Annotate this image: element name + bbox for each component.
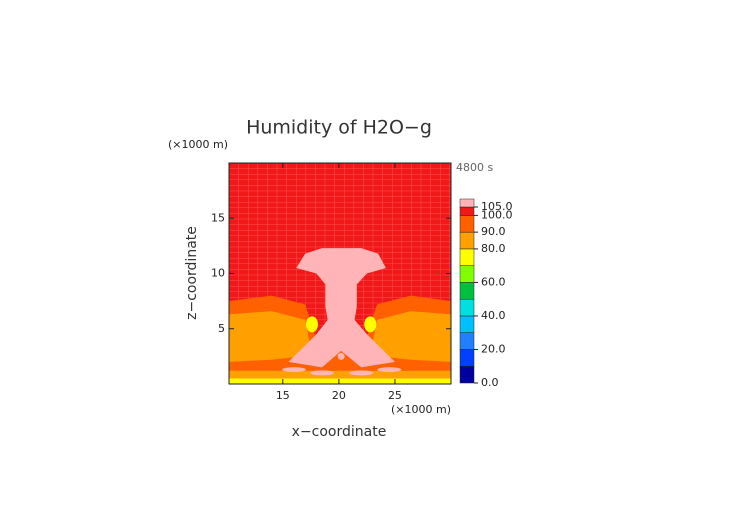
colorbar-band	[459, 365, 475, 384]
x-unit: (×1000 m)	[391, 403, 451, 416]
colorbar-band	[459, 349, 475, 367]
colorbar-tick-label: 90.0	[481, 225, 506, 238]
contour-region	[370, 311, 451, 362]
colorbar-band	[459, 198, 475, 208]
colorbar-band	[459, 215, 475, 233]
y-tick-label: 10	[211, 267, 225, 280]
contour-region	[229, 370, 451, 379]
y-tick-label: 15	[211, 211, 225, 224]
y-axis-label: z−coordinate	[184, 226, 200, 320]
time-label: 4800 s	[456, 161, 493, 174]
colorbar-tick-label: 105.0	[481, 200, 513, 213]
colorbar-band	[459, 298, 475, 317]
chart-title: Humidity of H2O−g	[246, 117, 432, 139]
x-axis-label: x−coordinate	[292, 424, 387, 440]
colorbar-tick-label: 100.0	[481, 208, 513, 221]
colorbar-band	[459, 206, 475, 216]
colorbar-tick-label: 0.0	[481, 376, 499, 389]
colorbar-band	[459, 248, 475, 266]
colorbar-tick-label: 40.0	[481, 309, 506, 322]
colorbar-band	[459, 282, 475, 300]
colorbar-band	[459, 265, 475, 283]
contour-region	[229, 311, 312, 362]
contour-region	[282, 367, 307, 373]
colorbar-tick-label: 80.0	[481, 242, 506, 255]
contour-region	[229, 378, 451, 384]
contour-region	[377, 367, 402, 373]
contour-region	[337, 352, 345, 360]
colorbar-band	[459, 332, 475, 350]
x-tick-label: 20	[332, 389, 346, 402]
contour-region	[364, 316, 377, 333]
contour-region	[305, 316, 318, 333]
colorbar-band	[459, 231, 475, 250]
contour-region	[366, 354, 391, 360]
colorbar-tick-label: 20.0	[481, 342, 506, 355]
contour-region	[293, 354, 318, 360]
y-tick-label: 5	[218, 322, 225, 335]
contour-region	[310, 370, 335, 376]
colorbar-tick-label: 60.0	[481, 275, 506, 288]
contour-region	[349, 370, 374, 376]
x-tick-label: 25	[388, 389, 402, 402]
x-tick-label: 15	[276, 389, 290, 402]
colorbar-band	[459, 315, 475, 333]
y-unit: (×1000 m)	[168, 138, 228, 151]
contour-region	[288, 248, 395, 368]
